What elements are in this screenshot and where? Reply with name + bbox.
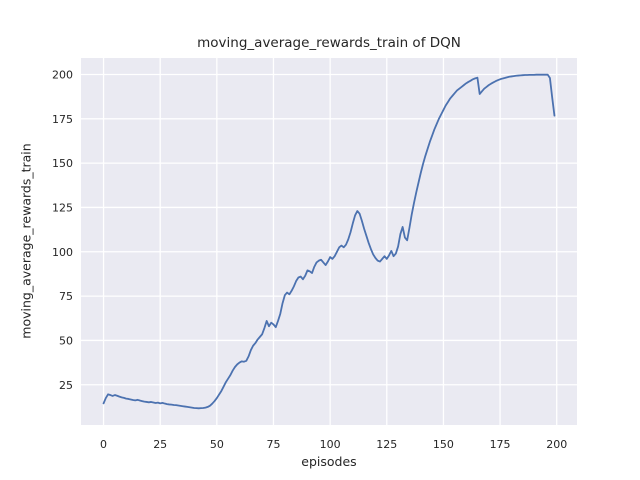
x-axis-label: episodes [301,454,357,469]
chart-title: moving_average_rewards_train of DQN [197,35,461,51]
plot-area [81,58,577,425]
x-tick-label: 25 [153,438,167,451]
y-tick-label: 125 [52,201,73,214]
x-tick-labels: 0 25 50 75 100 125 150 175 200 [100,438,567,451]
y-tick-label: 25 [59,379,73,392]
x-tick-label: 175 [490,438,511,451]
reward-line [102,73,556,410]
x-tick-label: 200 [546,438,567,451]
y-tick-label: 75 [59,290,73,303]
y-axis-label: moving_average_rewards_train [18,143,34,339]
gridlines [81,58,577,425]
y-tick-label: 50 [59,334,73,347]
y-tick-label: 100 [52,246,73,259]
x-tick-label: 100 [320,438,341,451]
x-tick-label: 0 [100,438,107,451]
x-tick-label: 150 [433,438,454,451]
y-tick-label: 150 [52,157,73,170]
y-tick-label: 200 [52,68,73,81]
x-tick-label: 75 [266,438,280,451]
x-tick-label: 50 [210,438,224,451]
y-tick-labels: 25 50 75 100 125 150 175 200 [52,68,73,391]
x-tick-label: 125 [376,438,397,451]
y-tick-label: 175 [52,113,73,126]
